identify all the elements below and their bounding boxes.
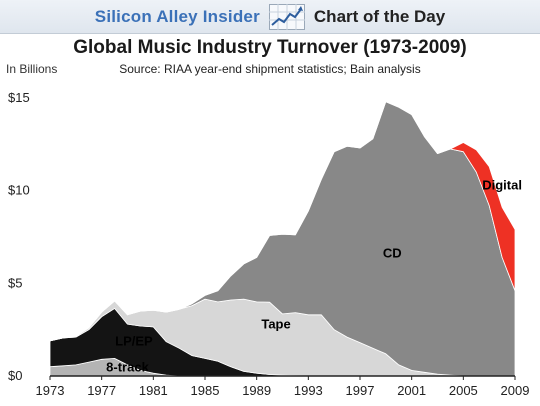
series-areas	[49, 101, 516, 377]
x-tick-label: 1981	[139, 383, 168, 398]
x-tick-label: 1989	[242, 383, 271, 398]
brand-name[interactable]: Silicon Alley Insider	[94, 6, 260, 26]
area-digital	[49, 101, 516, 342]
chart-subtitle: Source: RIAA year-end shipment statistic…	[119, 62, 421, 76]
series-label-digital: Digital	[482, 178, 522, 193]
y-tick-label: $10	[8, 183, 30, 198]
x-tick-label: 2009	[501, 383, 530, 398]
y-tick-label: $5	[8, 275, 22, 290]
chart-axes: $0 $5 $10 $15 1973 1977 1981 1985 1989 1993 1997 20…	[8, 90, 529, 398]
x-tick-label: 2005	[449, 383, 478, 398]
series-label-tape: Tape	[261, 317, 290, 332]
series-label-lp-ep: LP/EP	[115, 333, 153, 348]
y-tick-label: $15	[8, 90, 30, 105]
brand-header: Silicon Alley Insider Chart of the Day	[0, 0, 540, 34]
brand-tagline: Chart of the Day	[313, 6, 446, 26]
y-axis-unit-label: In Billions	[6, 62, 58, 76]
x-tick-label: 1993	[294, 383, 323, 398]
y-tick-label: $0	[8, 368, 22, 383]
series-label-cd: CD	[383, 245, 402, 260]
series-labels: 8-track LP/EP Tape CD Digital	[106, 178, 522, 375]
chart-title: Global Music Industry Turnover (1973-200…	[73, 37, 467, 58]
rising-line-chart-icon	[268, 3, 305, 30]
x-tick-label: 1973	[36, 383, 65, 398]
x-tick-label: 1985	[191, 383, 220, 398]
series-label-8-track: 8-track	[106, 359, 149, 374]
x-tick-label: 2001	[397, 383, 426, 398]
x-tick-label: 1977	[87, 383, 116, 398]
x-tick-label: 1997	[346, 383, 375, 398]
